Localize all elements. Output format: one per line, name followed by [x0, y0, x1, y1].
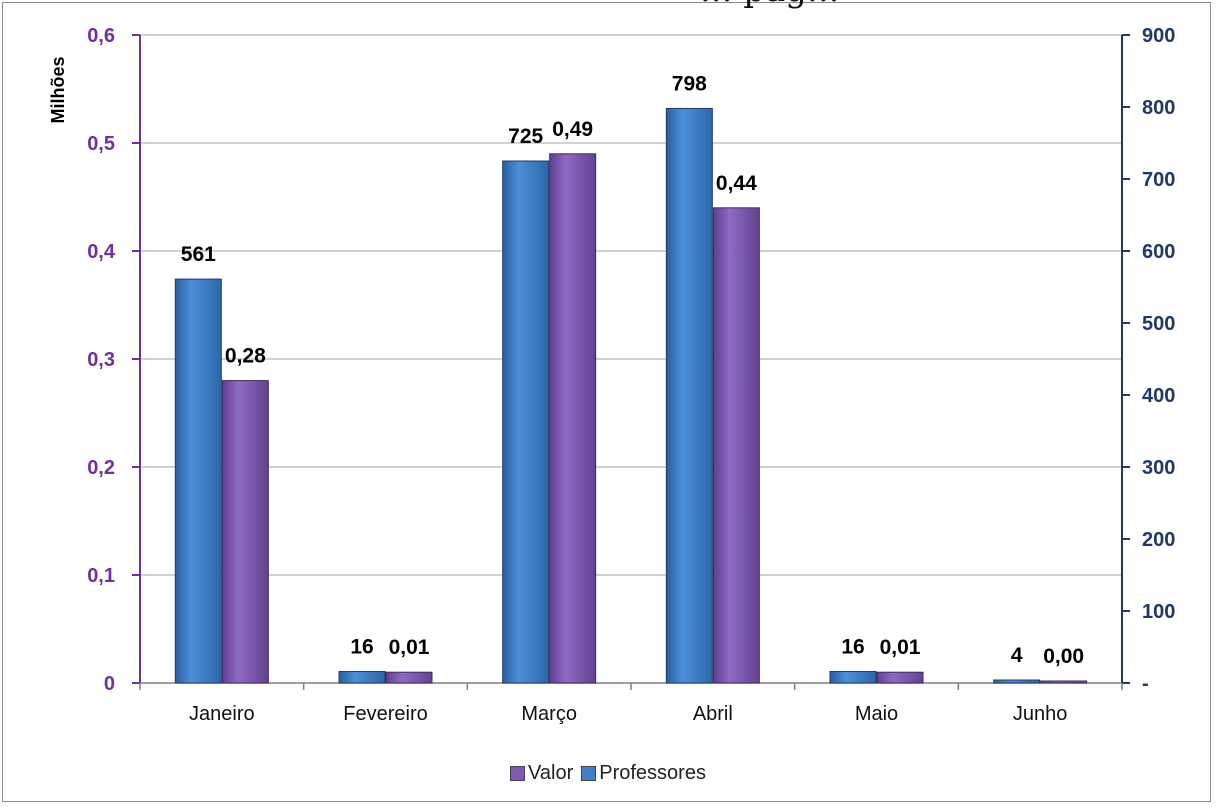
data-label-professores: 16 [841, 635, 864, 658]
legend-label-valor: Valor [528, 762, 574, 784]
y-right-tick-label: 600 [1142, 241, 1175, 263]
y-right-tick-label: 200 [1142, 529, 1175, 551]
bar-valor [1040, 680, 1088, 684]
bar-valor [876, 671, 924, 684]
legend-swatch-professores [581, 766, 597, 781]
x-tick-label: Janeiro [189, 703, 255, 725]
y-left-tick-label: 0 [104, 673, 115, 695]
y-left-tick-label: 0,4 [87, 241, 116, 263]
x-tick-label: Março [521, 703, 577, 725]
data-label-valor: 0,44 [716, 172, 757, 195]
x-tick-label: Maio [855, 703, 898, 725]
data-label-professores: 725 [508, 125, 543, 148]
data-label-valor: 0,01 [389, 636, 430, 659]
y-right-tick-label: 500 [1142, 313, 1175, 335]
y-left-tick-label: 0,6 [87, 25, 115, 47]
bar-valor [221, 380, 269, 684]
x-tick-label: Abril [693, 703, 733, 725]
legend-label-professores: Professores [599, 762, 706, 784]
y-right-tick-label: 700 [1142, 169, 1175, 191]
data-label-professores: 16 [350, 635, 373, 658]
x-tick-label: Fevereiro [343, 703, 427, 725]
y-right-tick-label: - [1142, 673, 1149, 695]
grid-layer [140, 34, 1122, 576]
bar-professores [829, 670, 877, 684]
data-label-professores: 4 [1011, 644, 1023, 667]
x-tick-label: Junho [1013, 703, 1068, 725]
legend: Valor Professores [0, 762, 1216, 785]
bar-professores [665, 107, 713, 684]
y-left-tick-label: 0,5 [87, 133, 115, 155]
data-label-valor: 0,01 [880, 636, 921, 659]
data-label-professores: 561 [181, 243, 216, 266]
labels-layer: 561 0,28 16 0,01 725 0,49 798 0,44 16 0,01 4 0,00 [181, 72, 1084, 668]
bar-professores [338, 670, 386, 684]
y-right-tick-label: 800 [1142, 97, 1175, 119]
bar-professores [502, 160, 550, 684]
bar-professores [174, 278, 222, 684]
y-left-tick-label: 0,3 [87, 349, 115, 371]
y-right-tick-label: 100 [1142, 601, 1175, 623]
legend-item-valor: Valor [510, 762, 573, 785]
bars-layer [174, 107, 1088, 684]
y-left-axis-title: Milhões [48, 56, 68, 123]
chart-title: ... pag... [700, 0, 839, 10]
y-left-tick-label: 0,1 [87, 565, 115, 587]
legend-swatch-valor [510, 766, 526, 781]
data-label-valor: 0,49 [552, 118, 593, 141]
data-label-valor: 0,28 [225, 345, 266, 368]
y-right-tick-label: 300 [1142, 457, 1175, 479]
data-label-valor: 0,00 [1043, 645, 1084, 668]
bar-valor [549, 153, 597, 684]
legend-item-professores: Professores [581, 762, 706, 785]
axes-layer: 0 0,1 0,2 0,3 0,4 0,5 0,6 Milhões - 100 200 300 400 5… [48, 25, 1175, 725]
y-right-tick-label: 400 [1142, 385, 1175, 407]
bar-valor [712, 207, 760, 684]
y-left-tick-label: 0,2 [87, 457, 115, 479]
y-right-tick-label: 900 [1142, 25, 1175, 47]
data-label-professores: 798 [672, 72, 707, 95]
bar-valor [385, 671, 433, 684]
bar-professores [993, 679, 1041, 684]
